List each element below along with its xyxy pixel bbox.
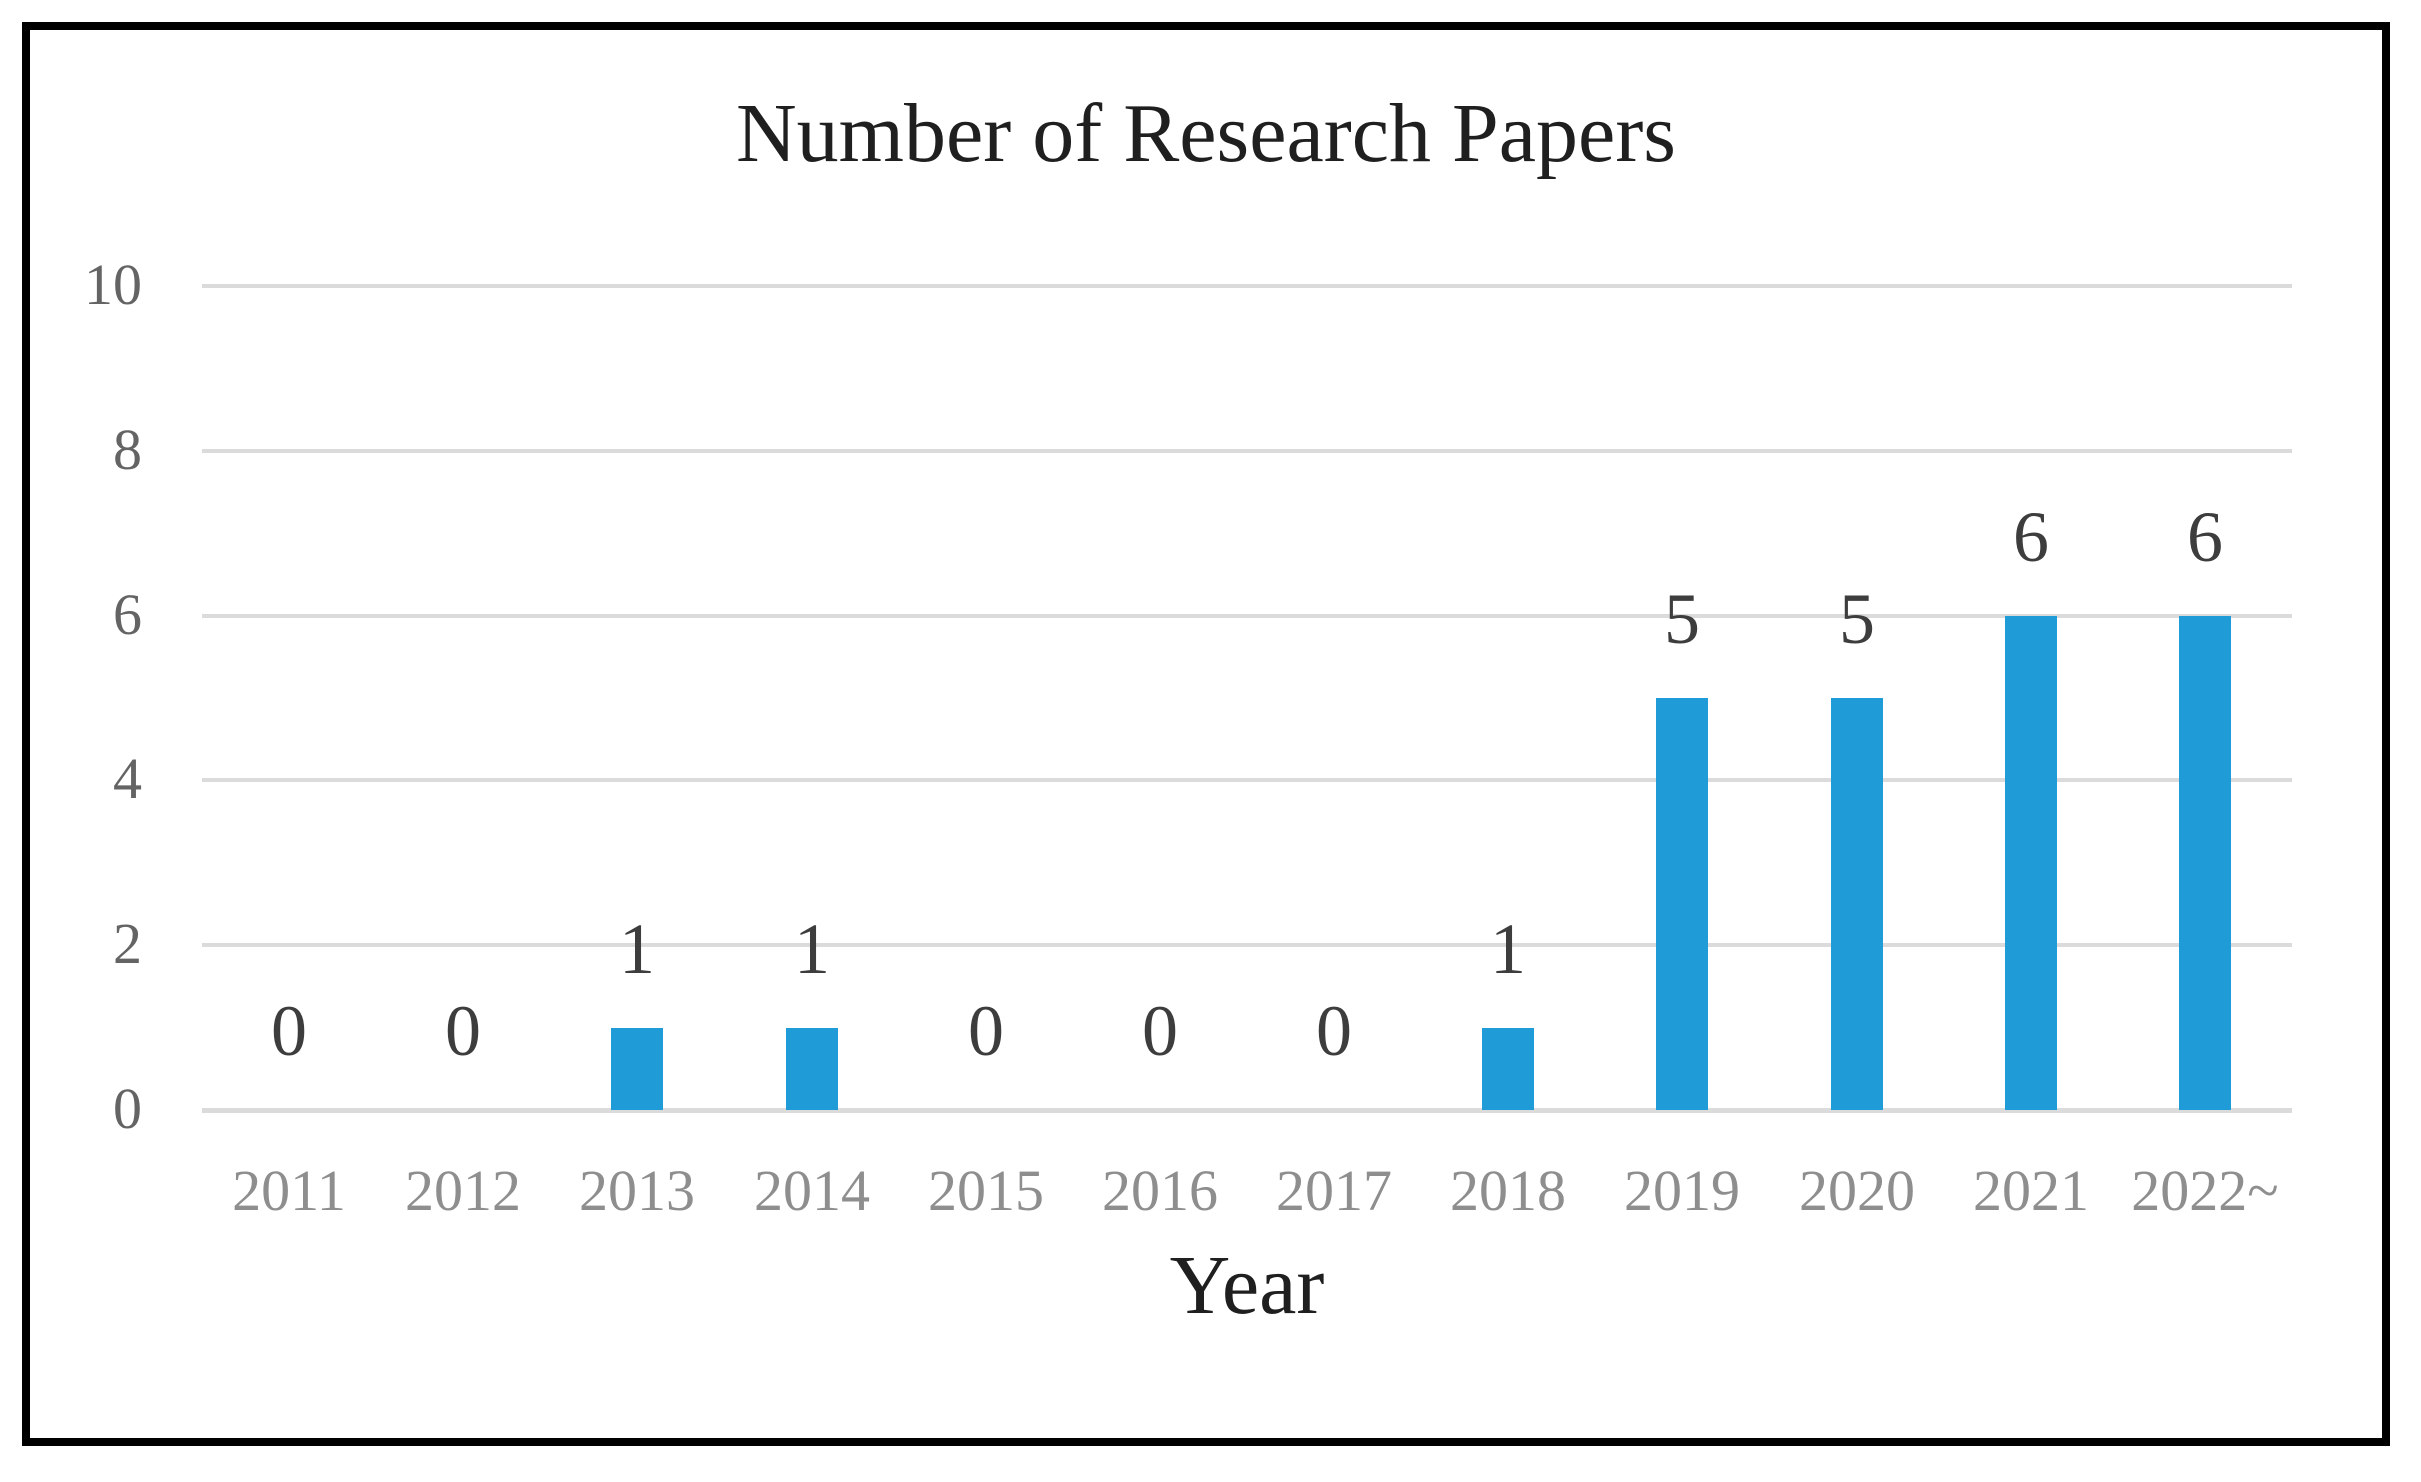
y-tick-label: 6: [113, 582, 142, 647]
bar: [786, 1028, 838, 1110]
bar-value-label: 1: [794, 909, 830, 989]
bar: [2179, 616, 2231, 1110]
bar-value-label: 1: [1490, 909, 1526, 989]
bar: [1656, 698, 1708, 1110]
bar-value-label: 5: [1664, 579, 1700, 659]
chart-title: Number of Research Papers: [736, 87, 1676, 180]
x-tick-label: 2016: [1102, 1158, 1218, 1223]
x-tick-label: 2014: [754, 1158, 870, 1223]
x-tick-label: 2018: [1450, 1158, 1566, 1223]
bar-value-label: 0: [1142, 991, 1178, 1071]
x-tick-label: 2021: [1973, 1158, 2089, 1223]
x-tick-label: 2020: [1799, 1158, 1915, 1223]
x-axis-title: Year: [1169, 1239, 1325, 1332]
x-tick-label: 2011: [232, 1158, 346, 1223]
x-tick-label: 2012: [405, 1158, 521, 1223]
y-tick-label: 10: [84, 252, 142, 317]
bar: [611, 1028, 663, 1110]
x-tick-label: 2013: [579, 1158, 695, 1223]
y-tick-label: 0: [113, 1076, 142, 1141]
gridline: [202, 778, 2292, 782]
bar-value-label: 0: [445, 991, 481, 1071]
bar-value-label: 0: [968, 991, 1004, 1071]
bar-value-label: 0: [271, 991, 307, 1071]
y-tick-label: 8: [113, 417, 142, 482]
bar-value-label: 6: [2187, 497, 2223, 577]
bar-value-label: 6: [2013, 497, 2049, 577]
x-tick-label: 2015: [928, 1158, 1044, 1223]
x-tick-label: 2019: [1624, 1158, 1740, 1223]
bar: [1831, 698, 1883, 1110]
figure-border: [22, 22, 2390, 1446]
bar-value-label: 0: [1316, 991, 1352, 1071]
x-axis-line: [202, 1108, 2292, 1113]
gridline: [202, 943, 2292, 947]
gridline: [202, 449, 2292, 453]
bar: [2005, 616, 2057, 1110]
gridline: [202, 284, 2292, 288]
bar: [1482, 1028, 1534, 1110]
bar-value-label: 1: [619, 909, 655, 989]
x-tick-label: 2017: [1276, 1158, 1392, 1223]
bar-value-label: 5: [1839, 579, 1875, 659]
x-tick-label: 2022~: [2131, 1158, 2279, 1223]
gridline: [202, 614, 2292, 618]
y-tick-label: 4: [113, 746, 142, 811]
y-tick-label: 2: [113, 911, 142, 976]
